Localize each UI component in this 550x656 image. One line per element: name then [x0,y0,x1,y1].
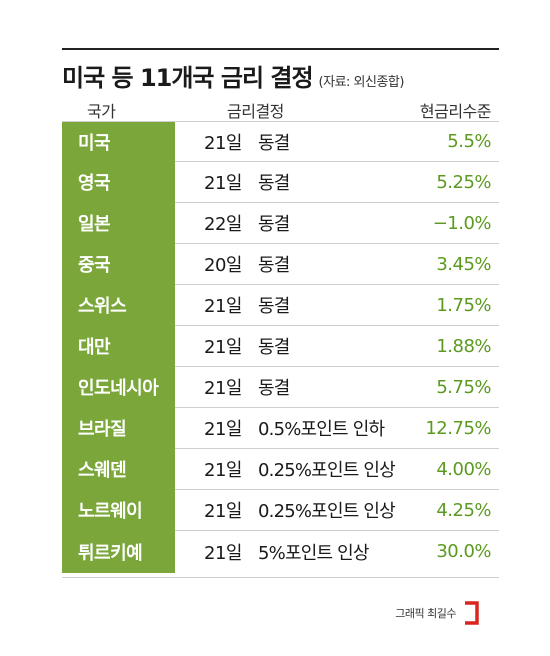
day-cell: 22일 [204,214,242,235]
decision-cell: 5%포인트 인상 [258,542,369,564]
country-cell: 스웨덴 [62,448,175,490]
table-row: 튀르키예 21일 5%포인트 인상 30.0% [62,530,499,573]
bracket-logo-icon [465,601,479,625]
page-title: 미국 등 11개국 금리 결정 (자료: 외신종합) [62,58,404,92]
country-cell: 인도네시아 [62,366,175,408]
country-cell: 노르웨이 [62,489,175,531]
rate-cell: 4.00% [436,458,491,480]
day-cell: 21일 [204,378,242,399]
decision-cell: 0.25%포인트 인상 [258,460,396,481]
table-row: 브라질 21일 0.5%포인트 인하 12.75% [62,407,499,449]
title-source: (자료: 외신종합) [318,75,405,90]
day-cell: 20일 [204,255,242,276]
top-rule [62,48,499,50]
table-row: 영국 21일 동결 5.25% [62,161,499,203]
country-cell: 브라질 [62,407,175,449]
decision-cell: 동결 [258,337,290,358]
decision-cell: 동결 [258,255,290,276]
country-cell: 미국 [62,122,175,162]
day-cell: 21일 [204,132,242,154]
rate-cell: 5.75% [436,376,491,398]
table-row: 미국 21일 동결 5.5% [62,121,499,162]
day-cell: 21일 [204,419,242,440]
header-rate: 현금리수준 [419,102,492,121]
bottom-rule [62,577,499,578]
rate-table: 미국 21일 동결 5.5% 영국 21일 동결 5.25% 일본 22일 동결… [62,121,499,573]
country-cell: 중국 [62,243,175,285]
country-cell: 영국 [62,161,175,203]
rate-cell: −1.0% [432,212,492,234]
rate-cell: 1.75% [436,294,491,316]
decision-cell: 동결 [258,296,290,317]
day-cell: 21일 [204,296,242,317]
day-cell: 21일 [204,501,242,522]
country-cell: 스위스 [62,284,175,326]
rate-cell: 4.25% [436,499,491,521]
rate-cell: 5.25% [436,171,491,193]
table-row: 일본 22일 동결 −1.0% [62,202,499,244]
rate-cell: 1.88% [436,335,491,357]
day-cell: 21일 [204,460,242,481]
decision-cell: 0.25%포인트 인상 [258,501,396,522]
day-cell: 21일 [204,337,242,358]
header-decision: 금리결정 [227,102,284,121]
rate-cell: 3.45% [436,253,491,275]
table-row: 스웨덴 21일 0.25%포인트 인상 4.00% [62,448,499,490]
decision-cell: 동결 [258,214,290,235]
country-cell: 대만 [62,325,175,367]
country-cell: 일본 [62,202,175,244]
title-main: 미국 등 11개국 금리 결정 [62,64,314,92]
table-row: 노르웨이 21일 0.25%포인트 인상 4.25% [62,489,499,531]
table-row: 중국 20일 동결 3.45% [62,243,499,285]
credit: 그래픽 최길수 [395,600,480,626]
table-row: 인도네시아 21일 동결 5.75% [62,366,499,408]
rate-cell: 12.75% [425,417,491,439]
rate-cell: 5.5% [447,131,491,152]
day-cell: 21일 [204,173,242,194]
country-cell: 튀르키예 [62,530,175,573]
table-row: 스위스 21일 동결 1.75% [62,284,499,326]
rate-cell: 30.0% [436,541,491,562]
header-country: 국가 [87,102,116,121]
decision-cell: 동결 [258,173,290,194]
decision-cell: 동결 [258,378,290,399]
decision-cell: 0.5%포인트 인하 [258,419,385,440]
table-header: 국가 금리결정 현금리수준 [62,98,499,122]
credit-text: 그래픽 최길수 [395,607,456,620]
decision-cell: 동결 [258,132,290,154]
day-cell: 21일 [204,542,242,564]
table-row: 대만 21일 동결 1.88% [62,325,499,367]
